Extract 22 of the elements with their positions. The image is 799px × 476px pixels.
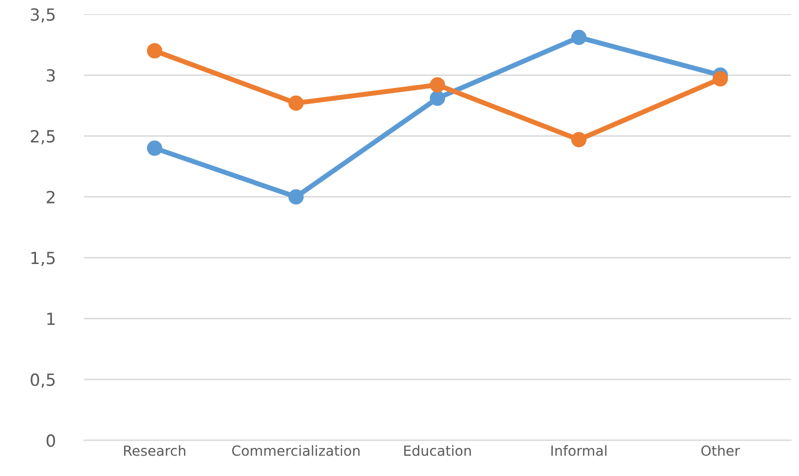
- point: [430, 90, 446, 106]
- y-tick-label: 2,5: [30, 130, 55, 144]
- point: [288, 189, 304, 204]
- y-tick-label: 0: [46, 434, 56, 447]
- y-tick-label: 3: [46, 69, 55, 82]
- point: [571, 132, 587, 148]
- point: [571, 30, 587, 46]
- y-tick-label: 1,5: [31, 252, 55, 266]
- point: [288, 95, 304, 111]
- point: [146, 140, 162, 156]
- x-tick-label: Informal: [551, 445, 606, 456]
- y-tick-label: 0,5: [30, 373, 55, 388]
- y-tick-label: 2: [46, 190, 54, 204]
- point: [712, 71, 728, 86]
- x-tick-label: Commercialization: [232, 445, 360, 456]
- x-tick-label: Research: [124, 445, 186, 456]
- y-tick-label: 1: [47, 312, 55, 325]
- x-tick-label: Other: [701, 445, 740, 456]
- point: [146, 43, 162, 58]
- x-tick-label: Education: [404, 445, 471, 456]
- y-tick-label: 3,5: [30, 8, 55, 23]
- point: [430, 77, 446, 93]
